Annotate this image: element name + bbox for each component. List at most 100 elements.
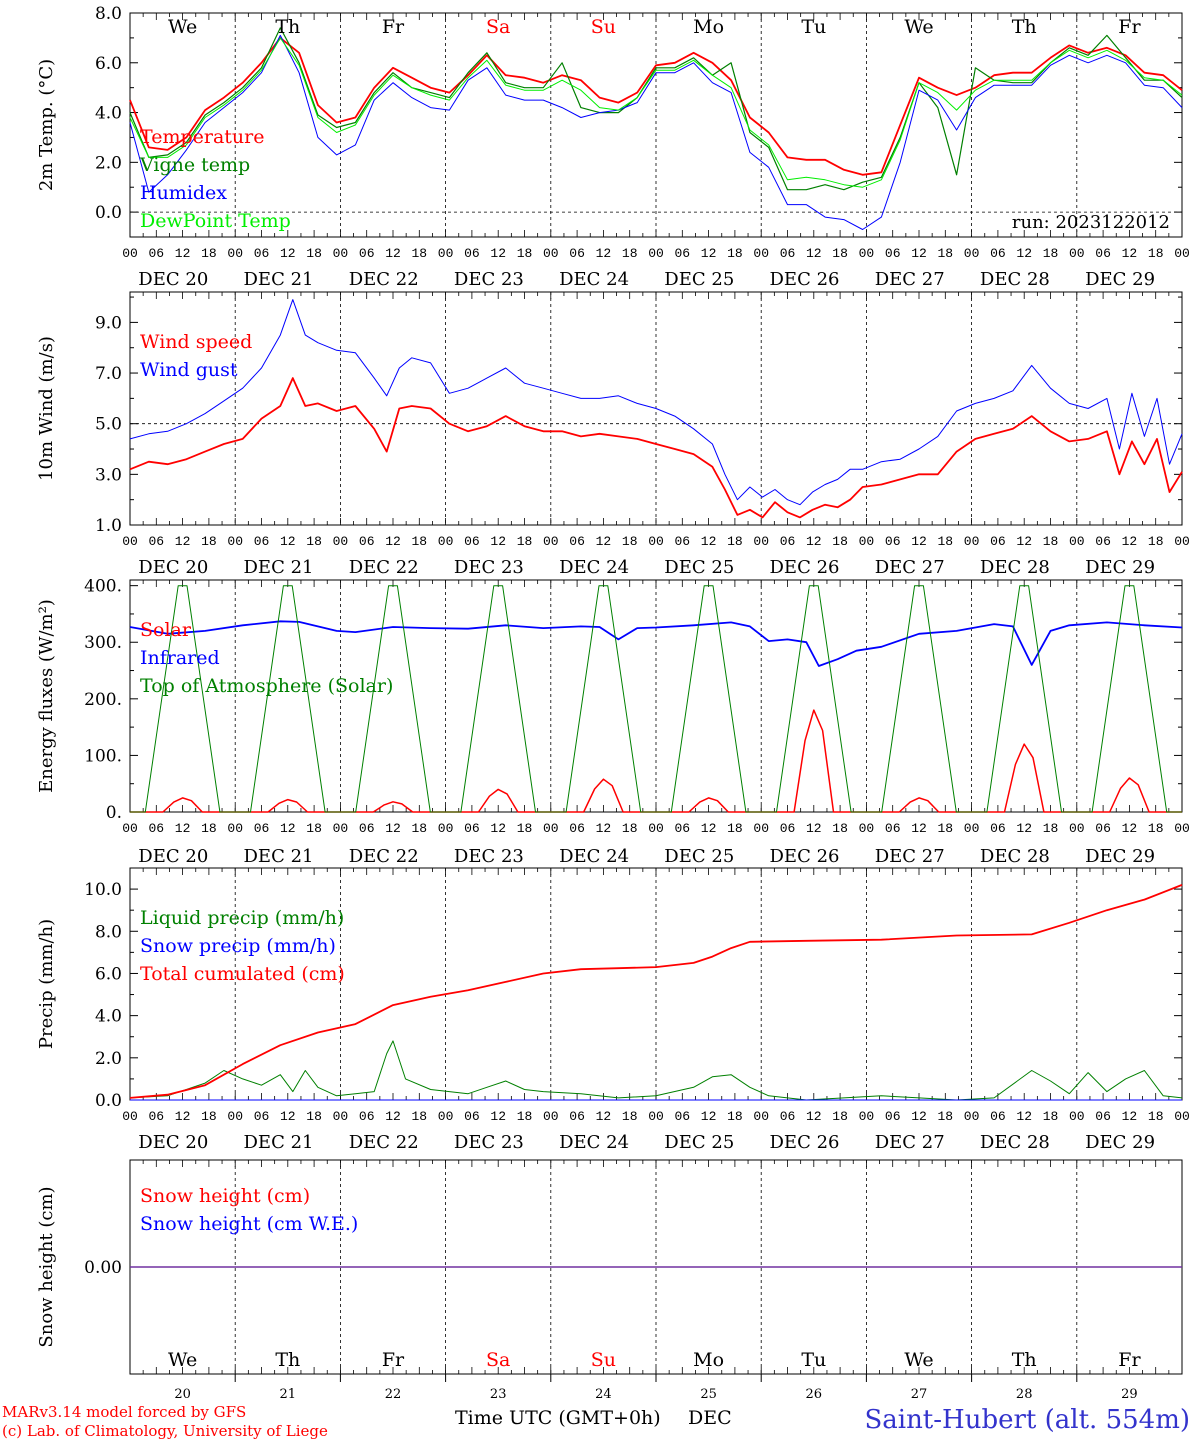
- hour-tick-label: 00: [438, 534, 454, 549]
- series-wind-gust: [129, 299, 1183, 506]
- date-label: DEC 22: [349, 846, 419, 867]
- y-tick-label: 1.0: [95, 516, 122, 536]
- series-infrared: [129, 620, 1183, 667]
- hour-tick-label: 06: [780, 1109, 796, 1124]
- hour-tick-label: 00: [543, 821, 559, 836]
- y-tick-label: 2.0: [95, 1049, 122, 1069]
- hour-tick-label: 18: [1043, 1109, 1059, 1124]
- hour-tick-label: 18: [622, 821, 638, 836]
- hour-tick-label: 18: [727, 534, 743, 549]
- hour-tick-label: 06: [148, 246, 164, 261]
- hour-tick-label: 06: [674, 1109, 690, 1124]
- date-label: DEC 26: [770, 846, 840, 867]
- hour-tick-label: 12: [806, 1109, 822, 1124]
- date-label: DEC 22: [349, 269, 419, 290]
- hour-tick-label: 06: [359, 821, 375, 836]
- hour-tick-label: 00: [1069, 821, 1085, 836]
- legend-entry: Wind speed: [140, 331, 252, 353]
- hour-tick-label: 12: [596, 246, 612, 261]
- date-label: DEC 29: [1085, 557, 1155, 578]
- date-label: DEC 25: [664, 557, 734, 578]
- hour-tick-label: 12: [385, 1109, 401, 1124]
- hour-tick-label: 00: [438, 1109, 454, 1124]
- hour-tick-label: 06: [674, 821, 690, 836]
- hour-tick-label: 06: [885, 246, 901, 261]
- series-vigne-temp: [129, 27, 1183, 191]
- day-number: 20: [174, 1387, 191, 1402]
- date-label: DEC 24: [559, 846, 629, 867]
- hour-tick-label: 18: [201, 821, 217, 836]
- hour-tick-label: 12: [385, 534, 401, 549]
- date-label: DEC 23: [454, 1132, 524, 1153]
- hour-tick-label: 06: [569, 821, 585, 836]
- hour-tick-label: 18: [1043, 534, 1059, 549]
- date-label: DEC 25: [664, 846, 734, 867]
- hour-tick-label: 06: [990, 1109, 1006, 1124]
- hour-tick-label: 18: [727, 821, 743, 836]
- weekday-label: Fr: [382, 1349, 405, 1371]
- y-axis-label: 2m Temp. (°C): [36, 59, 57, 191]
- hour-tick-label: 00: [1069, 1109, 1085, 1124]
- hour-tick-label: 00: [753, 821, 769, 836]
- hour-tick-label: 06: [464, 821, 480, 836]
- hour-tick-label: 12: [911, 534, 927, 549]
- hour-tick-label: 00: [648, 1109, 664, 1124]
- hour-tick-label: 12: [911, 821, 927, 836]
- hour-tick-label: 00: [753, 1109, 769, 1124]
- hour-tick-label: 18: [832, 246, 848, 261]
- credit-line-2: (c) Lab. of Climatology, University of L…: [2, 1422, 328, 1440]
- legend-entry: Snow height (cm W.E.): [140, 1213, 358, 1235]
- hour-tick-label: 06: [1095, 1109, 1111, 1124]
- weekday-label: Sa: [486, 1349, 510, 1371]
- hour-tick-label: 06: [148, 534, 164, 549]
- hour-tick-label: 00: [227, 534, 243, 549]
- date-label: DEC 25: [664, 269, 734, 290]
- hour-tick-label: 12: [385, 246, 401, 261]
- hour-tick-label: 18: [1148, 534, 1164, 549]
- hour-tick-label: 12: [806, 821, 822, 836]
- weekday-label: Th: [1012, 1349, 1037, 1371]
- series-total-cumulated-cm: [129, 884, 1183, 1099]
- date-label: DEC 26: [770, 269, 840, 290]
- series-humidex: [129, 34, 1183, 230]
- legend-entry: Total cumulated (cm): [140, 963, 345, 985]
- weekday-label: Tu: [801, 1349, 826, 1371]
- hour-tick-label: 00: [1174, 246, 1190, 261]
- hour-tick-label: 12: [596, 821, 612, 836]
- hour-tick-label: 00: [1069, 246, 1085, 261]
- hour-tick-label: 18: [832, 534, 848, 549]
- date-label: DEC 23: [454, 557, 524, 578]
- hour-tick-label: 06: [1095, 821, 1111, 836]
- date-label: DEC 20: [138, 1132, 208, 1153]
- hour-tick-label: 00: [333, 534, 349, 549]
- hour-tick-label: 06: [464, 534, 480, 549]
- legend-entry: Infrared: [140, 647, 220, 669]
- hour-tick-label: 18: [411, 534, 427, 549]
- date-label: DEC 24: [559, 269, 629, 290]
- y-tick-label: 6.0: [95, 54, 122, 74]
- hour-tick-label: 18: [727, 1109, 743, 1124]
- y-tick-label: 3.0: [95, 465, 122, 485]
- hour-tick-label: 18: [1043, 246, 1059, 261]
- weekday-label: Su: [591, 1349, 616, 1371]
- weekday-label: Th: [275, 16, 300, 38]
- weekday-label: Th: [275, 1349, 300, 1371]
- day-number: 26: [806, 1387, 823, 1402]
- date-label: DEC 23: [454, 846, 524, 867]
- hour-tick-label: 12: [1122, 246, 1138, 261]
- hour-tick-label: 12: [175, 246, 191, 261]
- legend-entry: Snow precip (mm/h): [140, 935, 336, 957]
- hour-tick-label: 06: [885, 821, 901, 836]
- hour-tick-label: 06: [254, 821, 270, 836]
- legend-entry: Top of Atmosphere (Solar): [140, 675, 393, 697]
- hour-tick-label: 12: [280, 246, 296, 261]
- hour-tick-label: 00: [333, 246, 349, 261]
- hour-tick-label: 00: [122, 534, 138, 549]
- weekday-label: Su: [591, 16, 616, 38]
- weekday-label: We: [904, 1349, 933, 1371]
- y-tick-label: 5.0: [95, 415, 122, 435]
- hour-tick-label: 18: [727, 246, 743, 261]
- hour-tick-label: 18: [937, 1109, 953, 1124]
- y-tick-label: 8.0: [95, 4, 122, 24]
- y-axis-label: Precip (mm/h): [36, 919, 57, 1049]
